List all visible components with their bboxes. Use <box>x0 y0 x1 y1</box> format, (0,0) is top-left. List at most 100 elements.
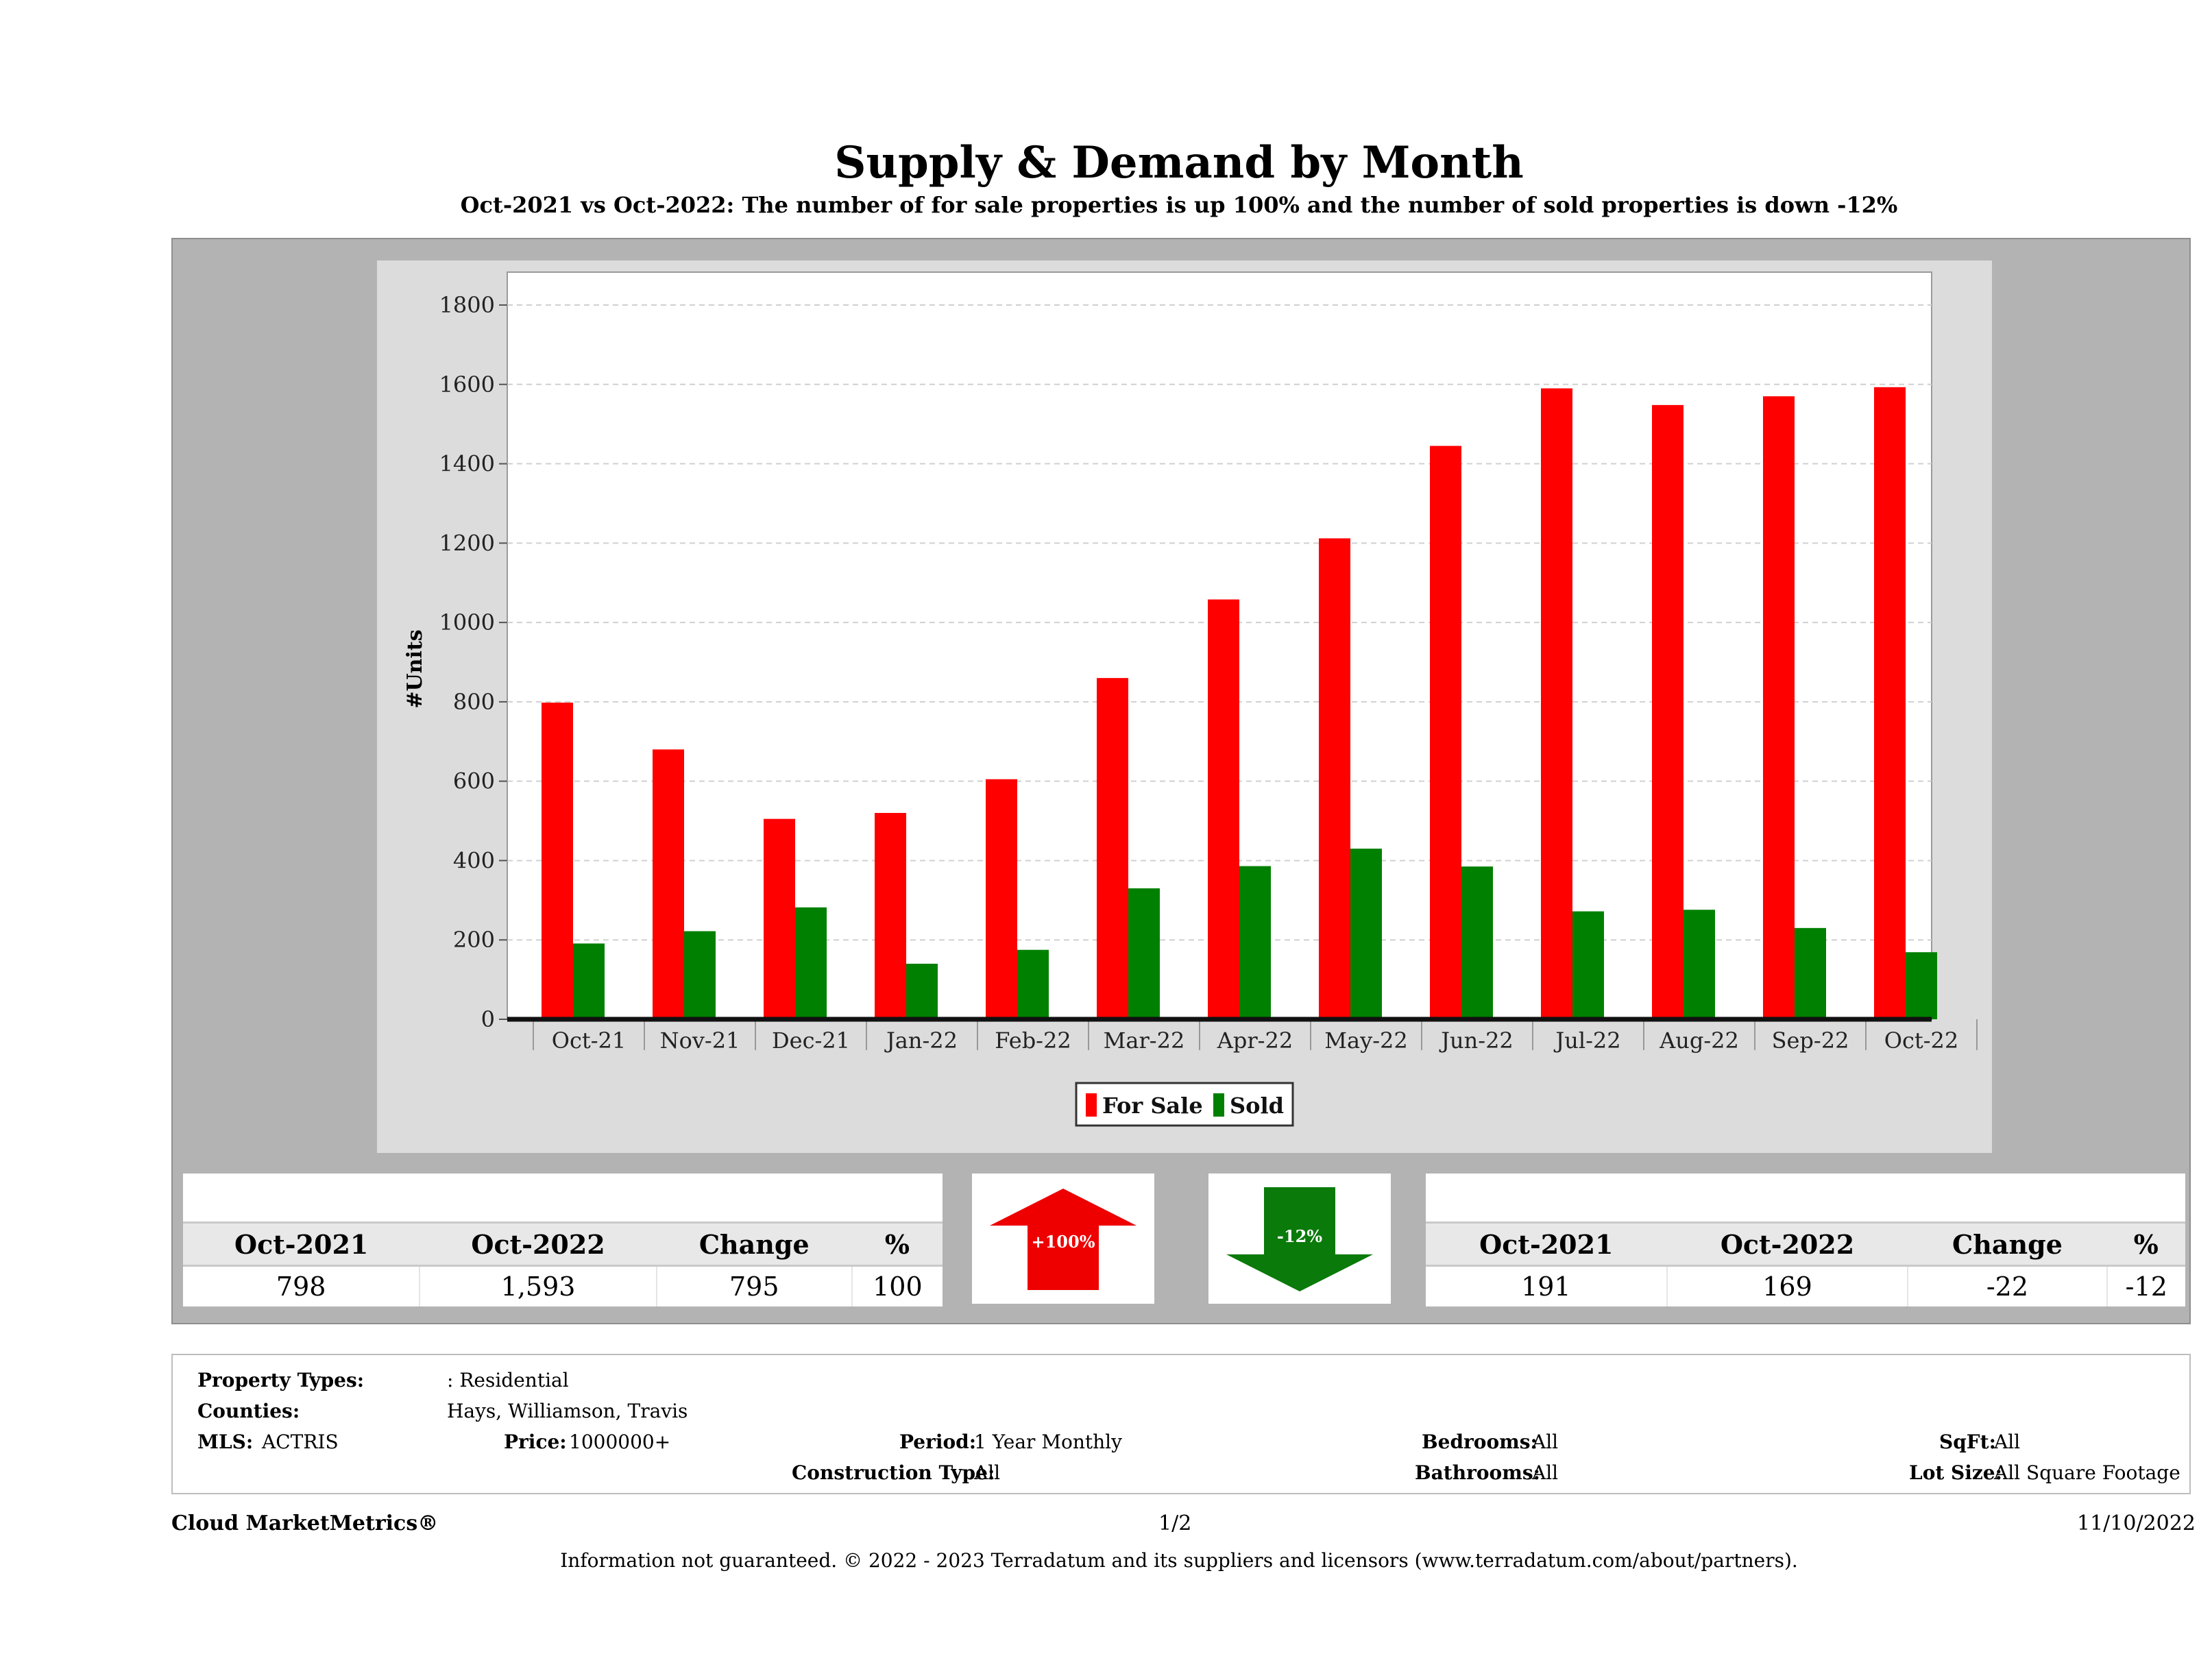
bar-sold <box>573 943 605 1019</box>
x-tick-label: Nov-21 <box>660 1028 740 1054</box>
bar-for-sale <box>542 703 573 1019</box>
bar-sold <box>1350 849 1382 1019</box>
sold-arrow-box: -12% <box>1208 1174 1391 1304</box>
counties-label: Counties: <box>197 1400 300 1422</box>
x-tick-label: Sep-22 <box>1772 1028 1849 1054</box>
bedrooms-label: Bedrooms: <box>1422 1431 1538 1453</box>
for-sale-stats-table: Oct-2021 Oct-2022 Change % 798 1,593 795… <box>183 1221 943 1306</box>
y-tick-label: 400 <box>453 847 495 873</box>
sold-header-curr: Oct-2022 <box>1666 1221 1908 1267</box>
sqft-value: All <box>1994 1431 2021 1453</box>
bathrooms-value: All <box>1532 1461 1559 1484</box>
bar-sold <box>1684 910 1715 1019</box>
y-tick-label: 800 <box>453 689 495 715</box>
bar-for-sale <box>1208 599 1239 1019</box>
lot-size-label: Lot Size: <box>1909 1461 2002 1484</box>
page-subtitle: Oct-2021 vs Oct-2022: The number of for … <box>460 192 1898 218</box>
x-tick-label: Mar-22 <box>1104 1028 1185 1054</box>
for-sale-value-prev: 798 <box>183 1265 421 1306</box>
bar-for-sale <box>764 818 795 1019</box>
criteria-box: Property Types: : Residential Counties: … <box>171 1354 2191 1494</box>
bar-for-sale <box>1430 446 1461 1019</box>
bar-for-sale <box>1652 404 1684 1019</box>
sold-value-change: -22 <box>1908 1265 2108 1306</box>
price-label: Price: <box>504 1431 567 1453</box>
legend-label-for-sale: For Sale <box>1102 1093 1203 1119</box>
legend-swatch-for-sale <box>1086 1093 1097 1117</box>
y-tick-label: 0 <box>481 1006 495 1032</box>
page-number: 1/2 <box>1158 1511 1192 1535</box>
sold-header-change: Change <box>1908 1221 2107 1267</box>
period-value: 1 Year Monthly <box>974 1431 1122 1453</box>
construction-type-value: All <box>974 1461 1001 1484</box>
x-tick-label: Apr-22 <box>1217 1028 1293 1054</box>
sold-arrow-label: -12% <box>1277 1226 1322 1246</box>
bar-sold <box>1795 927 1826 1019</box>
bar-for-sale <box>1319 538 1350 1019</box>
bar-sold <box>1906 952 1937 1019</box>
bar-sold <box>906 963 938 1019</box>
for-sale-header-curr: Oct-2022 <box>420 1221 657 1267</box>
period-label: Period: <box>899 1431 977 1453</box>
bar-for-sale <box>1763 396 1795 1019</box>
sqft-label: SqFt: <box>1939 1431 1996 1453</box>
sold-value-prev: 191 <box>1426 1265 1668 1306</box>
legend-label-sold: Sold <box>1230 1093 1284 1119</box>
property-types-value: : Residential <box>447 1369 569 1391</box>
y-tick-label: 1200 <box>439 530 495 556</box>
legend-swatch-sold <box>1213 1093 1224 1117</box>
sold-stats-table: Oct-2021 Oct-2022 Change % 191 169 -22 -… <box>1426 1221 2185 1306</box>
x-tick-label: May-22 <box>1324 1028 1407 1054</box>
bar-sold <box>1017 949 1049 1019</box>
up-arrow-icon <box>990 1189 1137 1290</box>
report-date: 11/10/2022 <box>2077 1511 2196 1535</box>
legend-box <box>1075 1082 1294 1127</box>
sold-stats-box: Oct-2021 Oct-2022 Change % 191 169 -22 -… <box>1426 1174 2185 1306</box>
bar-chart: 0 200 400 600 800 1000 1200 1400 1600 1800 #Units O… <box>403 271 1978 1127</box>
x-tick-label: Jun-22 <box>1439 1028 1514 1054</box>
for-sale-arrow-label: +100% <box>1031 1232 1095 1252</box>
property-types-label: Property Types: <box>197 1369 365 1391</box>
bar-sold <box>1239 866 1271 1019</box>
y-tick-label: 1600 <box>439 372 495 398</box>
for-sale-stats-box: Oct-2021 Oct-2022 Change % 798 1,593 795… <box>183 1174 943 1306</box>
bar-for-sale <box>986 779 1017 1019</box>
bar-for-sale <box>1874 387 1906 1019</box>
lot-size-value: All Square Footage <box>1994 1461 2180 1484</box>
x-tick-label: Aug-22 <box>1659 1028 1739 1054</box>
x-tick-label: Oct-22 <box>1884 1028 1959 1054</box>
mls-label: MLS: <box>197 1431 254 1453</box>
x-tick-label: Jul-22 <box>1553 1028 1620 1054</box>
x-tick-label: Oct-21 <box>552 1028 627 1054</box>
for-sale-header-prev: Oct-2021 <box>183 1221 420 1267</box>
for-sale-header-change: Change <box>656 1221 852 1267</box>
sold-header-pct: % <box>2106 1221 2185 1267</box>
for-sale-value-change: 795 <box>656 1265 853 1306</box>
x-tick-label: Dec-21 <box>772 1028 850 1054</box>
bar-for-sale <box>1097 678 1128 1019</box>
bar-for-sale <box>1541 388 1572 1019</box>
page-title: Supply & Demand by Month <box>834 137 1524 189</box>
y-tick-label: 600 <box>453 768 495 794</box>
x-tick-label: Jan-22 <box>884 1028 958 1054</box>
bar-sold <box>1572 911 1604 1019</box>
y-tick-label: 1000 <box>439 609 495 635</box>
construction-type-label: Construction Type: <box>792 1461 995 1484</box>
bar-for-sale <box>653 749 684 1019</box>
down-arrow-icon <box>1226 1187 1373 1291</box>
counties-value: Hays, Williamson, Travis <box>447 1400 688 1422</box>
chart-area: 0 200 400 600 800 1000 1200 1400 1600 1800 #Units O… <box>377 260 1992 1153</box>
footer-brand: Cloud MarketMetrics® <box>171 1511 439 1535</box>
sold-value-curr: 169 <box>1666 1265 1909 1306</box>
disclaimer: Information not guaranteed. © 2022 - 202… <box>560 1549 1798 1572</box>
bar-for-sale <box>875 812 906 1019</box>
mls-value: ACTRIS <box>262 1431 339 1453</box>
bar-sold <box>1128 888 1160 1019</box>
y-tick-label: 200 <box>453 927 495 953</box>
sold-value-pct: -12 <box>2106 1265 2185 1306</box>
y-tick-label: 1800 <box>439 292 495 318</box>
for-sale-value-curr: 1,593 <box>420 1265 657 1306</box>
sold-header-prev: Oct-2021 <box>1426 1221 1667 1267</box>
bar-sold <box>684 931 716 1019</box>
for-sale-header-pct: % <box>851 1221 943 1267</box>
